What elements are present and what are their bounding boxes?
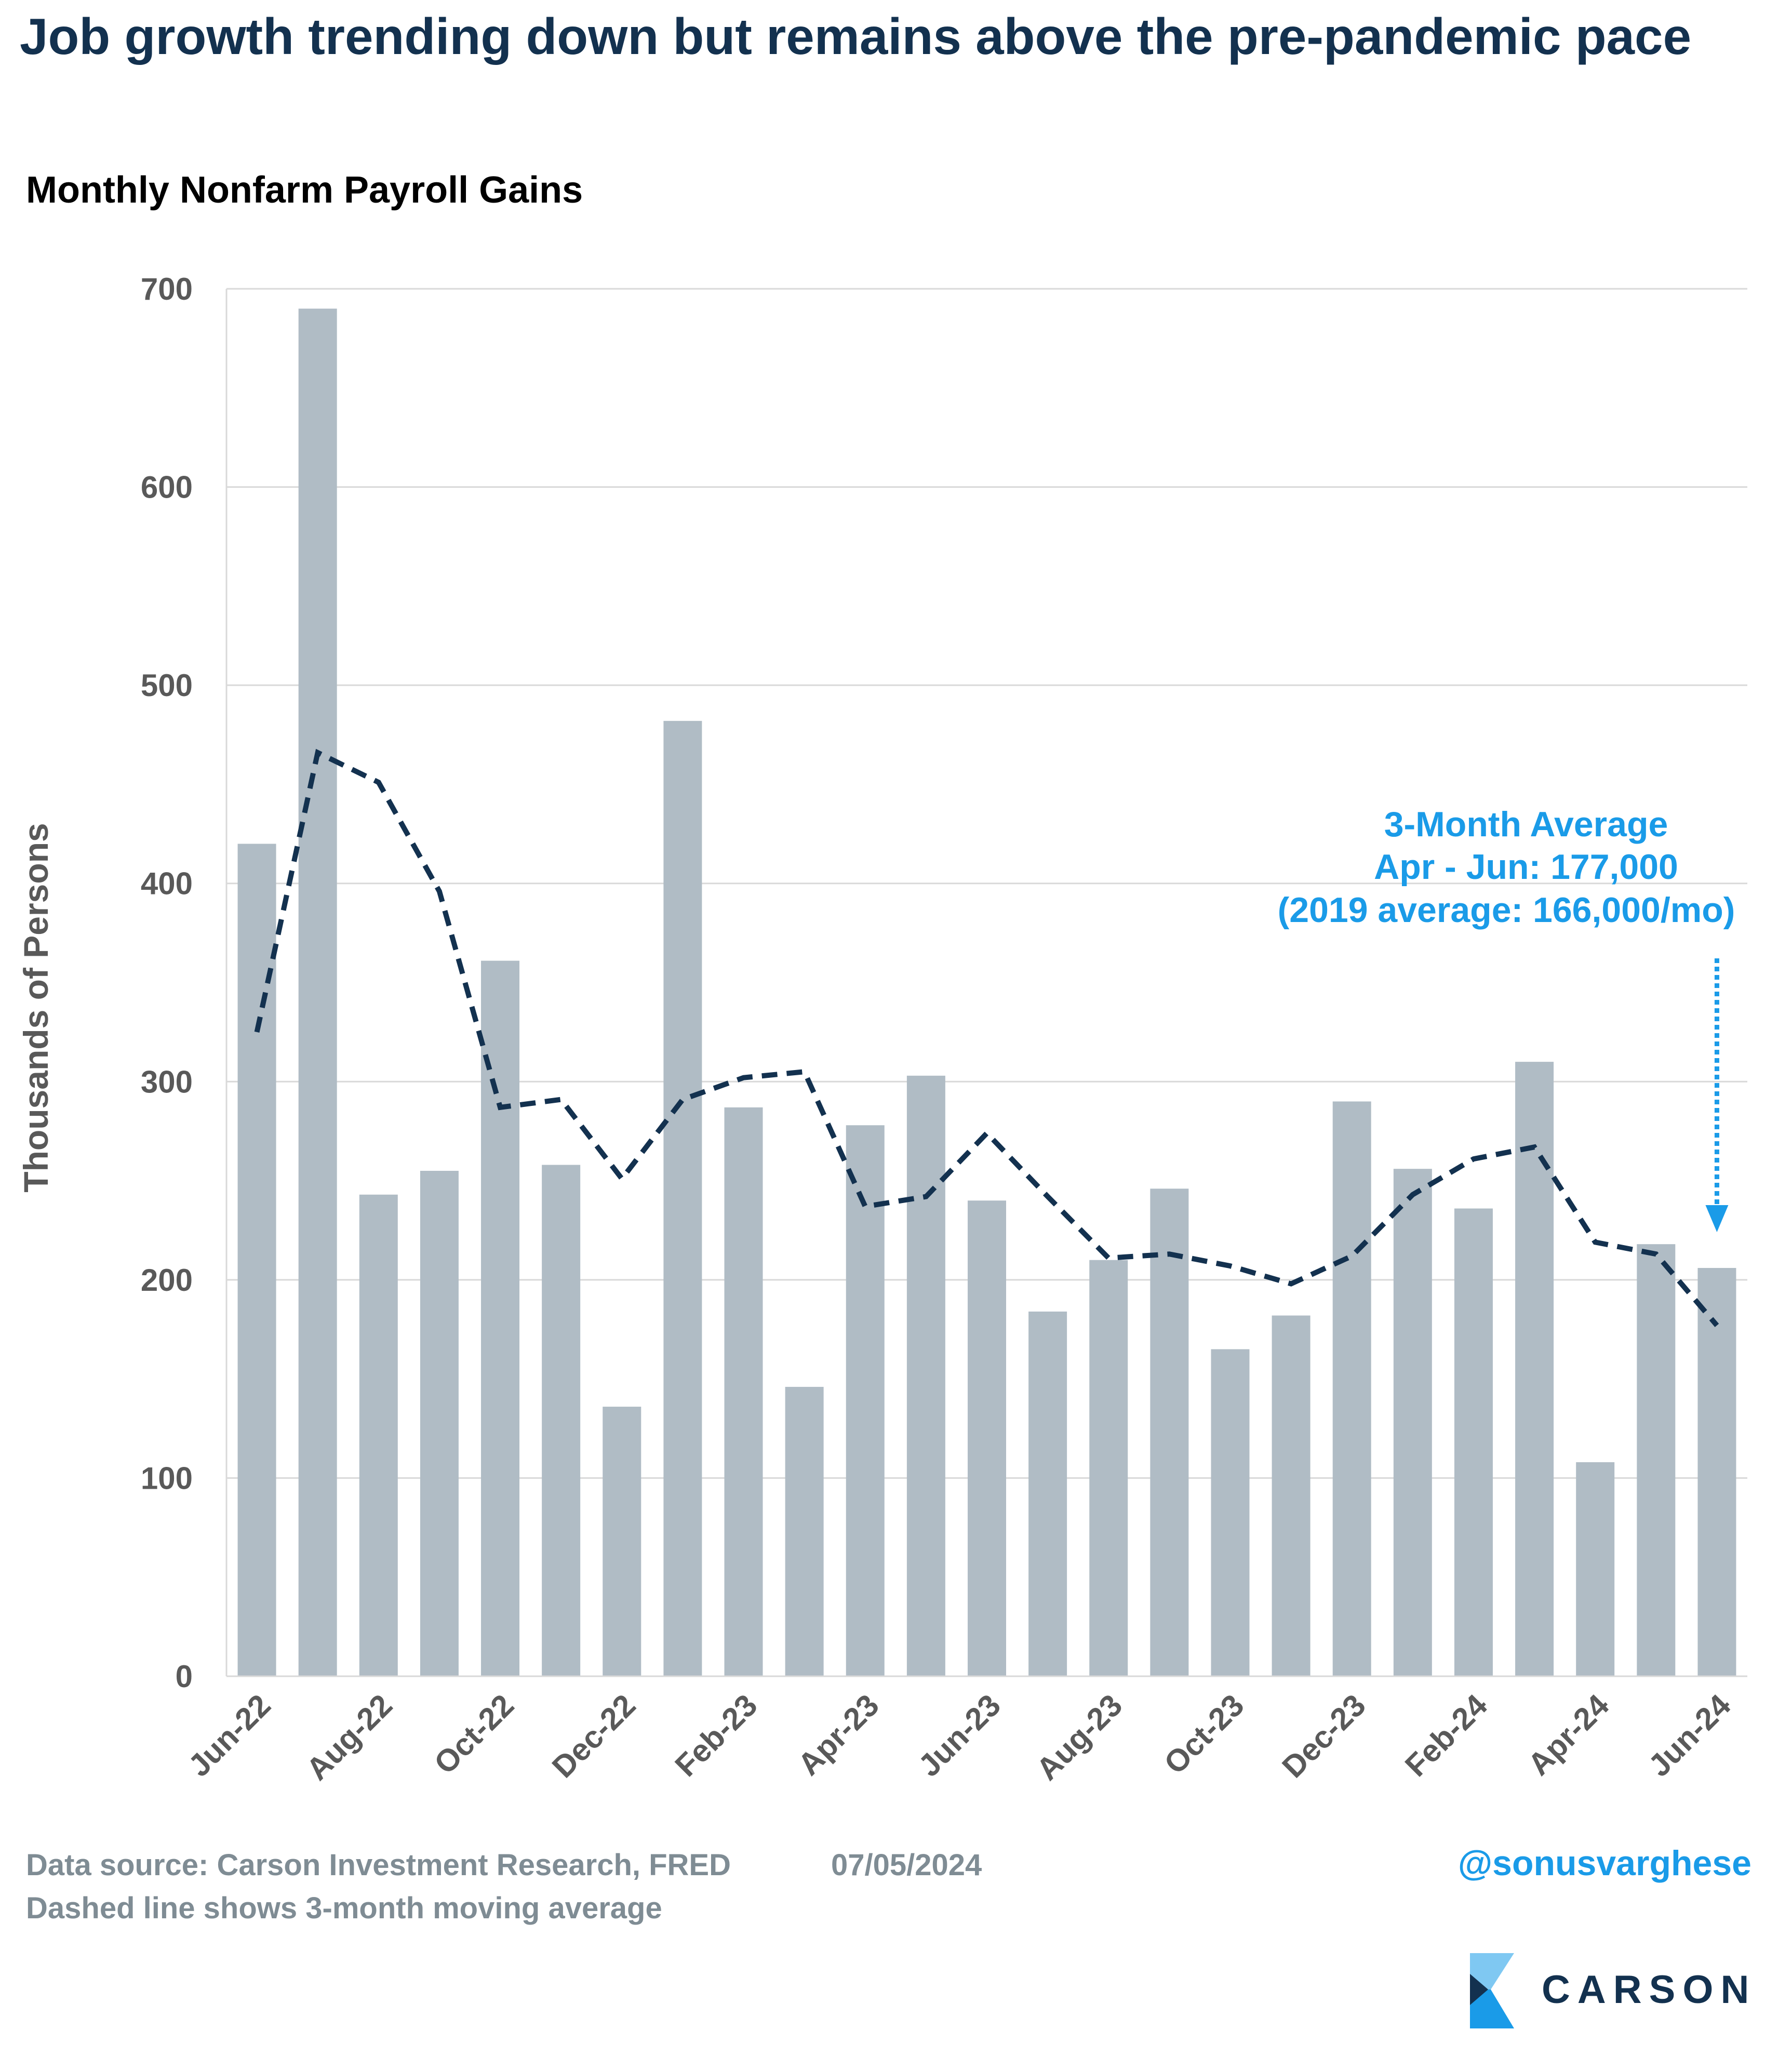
annotation: 3-Month Average <box>1384 805 1668 844</box>
bar <box>1272 1315 1310 1676</box>
bar <box>1697 1267 1736 1676</box>
bar <box>1637 1244 1676 1676</box>
y-tick-label: 600 <box>141 470 193 505</box>
note: Dashed line shows 3-month moving average <box>26 1891 662 1925</box>
bar <box>906 1075 945 1676</box>
x-tick-label: Apr-24 <box>1521 1687 1616 1782</box>
annotation-arrowhead <box>1705 1205 1729 1232</box>
bar <box>1028 1311 1067 1676</box>
handle: @sonusvarghese <box>1458 1844 1751 1883</box>
y-tick-label: 100 <box>141 1461 193 1495</box>
y-tick-label: 300 <box>141 1064 193 1099</box>
chart-subtitle: Monthly Nonfarm Payroll Gains <box>26 169 583 211</box>
bar <box>1515 1062 1554 1676</box>
bar <box>298 309 337 1676</box>
bar <box>724 1107 763 1676</box>
bar <box>359 1194 398 1676</box>
bar <box>1576 1462 1615 1676</box>
source: Data source: Carson Investment Research,… <box>26 1848 731 1882</box>
chart-title: Job growth trending down but remains abo… <box>20 8 1692 65</box>
bar <box>1211 1349 1250 1676</box>
bar <box>1454 1208 1493 1676</box>
logo-icon <box>1470 1953 1514 2028</box>
y-tick-label: 0 <box>176 1659 193 1694</box>
logo-text: CARSON <box>1542 1968 1756 2012</box>
x-tick-label: Feb-23 <box>668 1688 764 1783</box>
y-tick-label: 500 <box>141 668 193 703</box>
x-tick-label: Aug-22 <box>300 1688 399 1787</box>
bar <box>785 1386 824 1676</box>
x-tick-label: Apr-23 <box>791 1688 886 1782</box>
x-tick-label: Oct-22 <box>427 1688 520 1781</box>
x-tick-label: Dec-22 <box>545 1688 643 1785</box>
x-tick-label: Jun-23 <box>912 1688 1007 1783</box>
bar <box>846 1125 885 1676</box>
bar <box>1089 1260 1128 1676</box>
bar <box>663 720 702 1676</box>
y-tick-label: 400 <box>141 866 193 901</box>
bar <box>603 1407 641 1676</box>
bar <box>1332 1101 1371 1676</box>
bar <box>1393 1169 1432 1676</box>
bar <box>542 1165 581 1676</box>
bar <box>1150 1188 1189 1676</box>
moving-average-line <box>254 749 1719 1327</box>
date: 07/05/2024 <box>831 1848 982 1882</box>
annotation: Apr - Jun: 177,000 <box>1374 847 1678 887</box>
annotation: (2019 average: 166,000/mo) <box>1278 890 1735 930</box>
bar <box>968 1200 1006 1676</box>
x-tick-label: Jun-24 <box>1642 1687 1738 1783</box>
x-tick-label: Aug-23 <box>1029 1688 1129 1787</box>
bar <box>481 960 520 1676</box>
bar <box>420 1170 459 1676</box>
y-axis-label: Thousands of Persons <box>17 823 55 1192</box>
y-tick-label: 200 <box>141 1263 193 1298</box>
y-tick-label: 700 <box>141 272 193 306</box>
x-tick-label: Jun-22 <box>182 1688 277 1783</box>
x-tick-label: Oct-23 <box>1157 1688 1250 1781</box>
x-tick-label: Feb-24 <box>1398 1687 1494 1783</box>
x-tick-label: Dec-23 <box>1275 1688 1372 1785</box>
